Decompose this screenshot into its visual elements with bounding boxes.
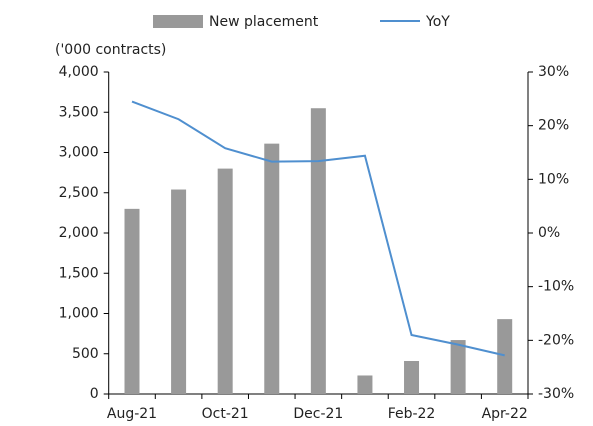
y-tick-label: 500 bbox=[72, 346, 99, 362]
bar bbox=[171, 189, 187, 394]
y-tick-label: 3,000 bbox=[59, 145, 99, 161]
y-tick-label: 0 bbox=[90, 386, 99, 402]
legend-swatch bbox=[153, 15, 203, 28]
bar bbox=[450, 340, 466, 394]
y-tick-label: 2,000 bbox=[59, 225, 99, 241]
y2-tick-label: 0% bbox=[538, 225, 560, 241]
x-tick-label: Dec-21 bbox=[293, 406, 343, 422]
line bbox=[131, 100, 505, 357]
y-tick-label: 4,000 bbox=[59, 64, 99, 80]
y2-tick-label: -10% bbox=[538, 279, 574, 295]
y2-tick-label: 20% bbox=[538, 118, 569, 134]
bar bbox=[357, 375, 373, 394]
bar bbox=[217, 168, 233, 394]
y2-tick-label: -30% bbox=[538, 386, 574, 402]
legend-label: New placement bbox=[209, 14, 319, 30]
y-tick-label: 1,000 bbox=[59, 306, 99, 322]
y-tick-label: 3,500 bbox=[59, 104, 99, 120]
y-tick-label: 2,500 bbox=[59, 185, 99, 201]
x-tick-label: Oct-21 bbox=[202, 406, 249, 422]
y2-tick-label: 30% bbox=[538, 64, 569, 80]
bar bbox=[264, 143, 280, 394]
y2-tick-label: 10% bbox=[538, 171, 569, 187]
bar bbox=[124, 208, 140, 394]
x-tick-label: Aug-21 bbox=[107, 406, 157, 422]
x-tick-label: Apr-22 bbox=[482, 406, 528, 422]
y-tick-label: 1,500 bbox=[59, 265, 99, 281]
bar bbox=[310, 108, 326, 394]
legend-label: YoY bbox=[425, 14, 450, 30]
y-axis-label: ('000 contracts) bbox=[55, 42, 166, 58]
bar bbox=[404, 360, 420, 394]
x-tick-label: Feb-22 bbox=[388, 406, 436, 422]
bar bbox=[497, 319, 513, 394]
y2-tick-label: -20% bbox=[538, 332, 574, 348]
